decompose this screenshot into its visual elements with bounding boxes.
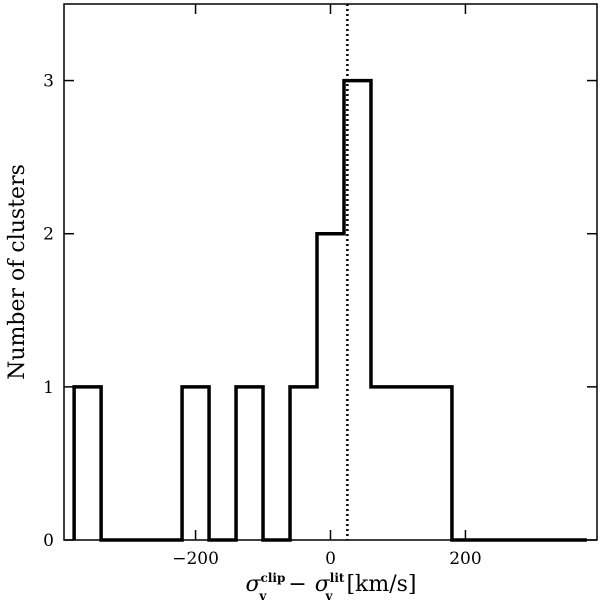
x-axis-label: σclip v − σlit v [km/s] (245, 571, 416, 603)
histogram-outline (72, 78, 587, 542)
x-label-sigma-1: σ (245, 572, 261, 597)
x-label-sup-1: clip (261, 571, 286, 585)
x-tick-label: −200 (172, 549, 219, 569)
histogram-bin (236, 387, 263, 540)
y-tick-label: 0 (43, 531, 54, 551)
histogram-bin (317, 234, 344, 540)
histogram-bin (425, 387, 452, 540)
x-label-sub-2: v (324, 589, 333, 603)
x-label-minus: − (288, 572, 306, 597)
x-label-sigma-2: σ (315, 572, 331, 597)
y-axis-label: Number of clusters (5, 164, 30, 380)
x-tick-label: 0 (325, 549, 336, 569)
x-label-unit: [km/s] (346, 572, 416, 597)
histogram-bin (290, 387, 317, 540)
histogram-bin (74, 387, 101, 540)
x-label-sub-1: v (258, 589, 267, 603)
y-tick-label: 3 (43, 72, 54, 92)
axis-tick-labels: −200 0 200 0 1 2 3 (43, 72, 481, 569)
y-tick-label: 1 (43, 378, 54, 398)
histogram-bin (182, 387, 209, 540)
x-label-sup-2: lit (330, 571, 345, 585)
y-tick-label: 2 (43, 225, 54, 245)
x-tick-label: 200 (449, 549, 481, 569)
histogram-bin (398, 387, 425, 540)
histogram-bin (344, 81, 371, 540)
histogram-bin (371, 387, 398, 540)
